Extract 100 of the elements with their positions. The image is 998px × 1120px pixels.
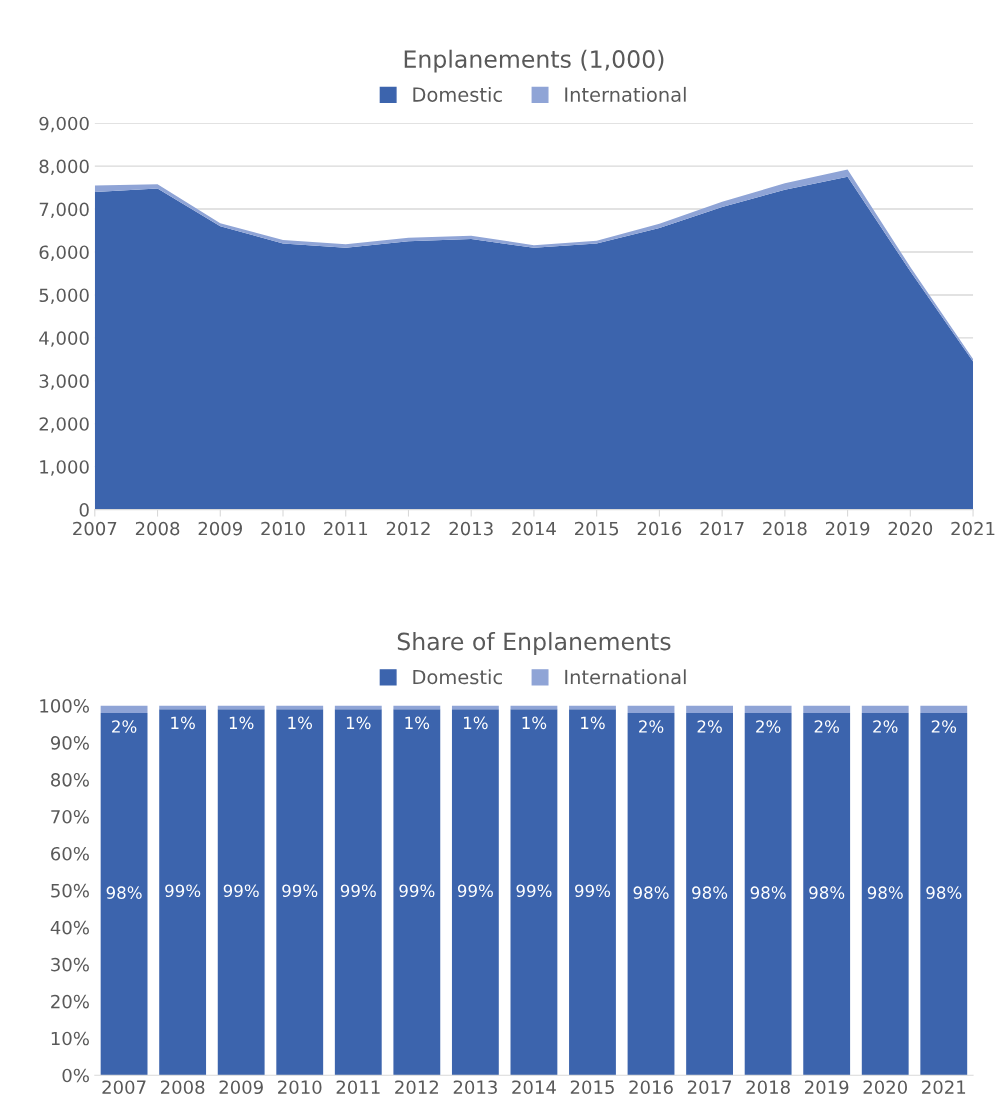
x-tick-label: 2016 — [637, 521, 682, 536]
x-tick-label: 2012 — [395, 1080, 438, 1095]
y-tick-label: 90% — [50, 736, 89, 750]
bar — [920, 705, 968, 713]
y-tick-label: 50% — [51, 883, 89, 898]
y-tick-label: 0 — [79, 503, 89, 517]
x-tick-label: 2007 — [102, 1080, 146, 1095]
y-tick-label: 3,000 — [39, 374, 89, 390]
data-label: 98% — [692, 886, 728, 899]
legend-label: Domestic — [413, 86, 502, 102]
bar — [159, 709, 207, 1076]
data-label: 1% — [463, 716, 488, 730]
data-label: 1% — [522, 716, 547, 730]
data-label: 98% — [750, 886, 786, 899]
data-label: 1% — [229, 716, 254, 730]
y-tick-label: 60% — [51, 846, 89, 861]
y-tick-label: 0% — [62, 1068, 89, 1083]
x-tick-label: 2021 — [922, 1080, 966, 1095]
bar — [744, 705, 792, 713]
bar — [393, 709, 441, 1076]
data-label: 99% — [282, 884, 318, 898]
y-tick-label: 20% — [51, 994, 89, 1009]
legend-label: International — [565, 86, 686, 102]
x-tick-label: 2015 — [570, 1080, 614, 1095]
x-tick-label: 2015 — [575, 521, 619, 536]
x-tick-label: 2016 — [629, 1080, 673, 1095]
data-label: 99% — [516, 884, 552, 898]
y-tick-label: 8,000 — [39, 159, 89, 176]
y-tick-label: 1,000 — [40, 460, 89, 476]
x-tick-label: 2014 — [512, 521, 556, 536]
x-tick-label: 2008 — [135, 521, 180, 536]
x-tick-label: 2009 — [198, 521, 242, 536]
y-tick-label: 9,000 — [39, 116, 89, 133]
x-tick-label: 2021 — [951, 521, 995, 536]
x-tick-label: 2011 — [324, 521, 368, 536]
data-label: 2% — [639, 720, 664, 733]
x-tick-label: 2007 — [73, 521, 117, 536]
data-label: 99% — [457, 884, 493, 898]
x-tick-label: 2013 — [449, 521, 493, 536]
legend-label: International — [565, 669, 686, 685]
bar — [744, 712, 792, 1076]
bar — [803, 712, 851, 1076]
y-tick-label: 2,000 — [39, 417, 89, 433]
data-label: 98% — [926, 886, 962, 899]
x-tick-label: 2020 — [863, 1080, 907, 1095]
bar — [861, 712, 909, 1076]
x-tick-label: 2019 — [825, 521, 870, 536]
legend-label: Domestic — [413, 669, 502, 685]
data-label: 1% — [405, 716, 430, 730]
data-label: 98% — [809, 886, 845, 899]
x-tick-label: 2010 — [278, 1080, 322, 1095]
data-label: 98% — [633, 886, 669, 899]
data-label: 2% — [931, 720, 957, 733]
bar — [217, 709, 265, 1076]
bar — [276, 709, 324, 1076]
data-label: 98% — [106, 886, 142, 899]
bar — [334, 709, 382, 1076]
x-tick-label: 2017 — [687, 1080, 732, 1095]
y-tick-label: 100% — [40, 699, 89, 713]
data-label: 99% — [575, 884, 611, 898]
x-tick-label: 2009 — [219, 1080, 263, 1095]
data-label: 1% — [288, 716, 313, 730]
y-tick-label: 80% — [51, 772, 89, 787]
bar — [451, 709, 499, 1076]
x-tick-label: 2014 — [512, 1080, 556, 1095]
bar — [569, 709, 616, 1076]
data-label: 99% — [399, 884, 435, 898]
bar — [510, 709, 558, 1076]
chart-title: Share of Enplanements — [397, 632, 671, 655]
y-tick-label: 7,000 — [39, 202, 89, 219]
bar — [803, 705, 851, 713]
y-tick-label: 40% — [50, 920, 89, 935]
data-label: 2% — [814, 720, 839, 733]
x-tick-label: 2008 — [160, 1080, 205, 1095]
bar — [100, 705, 148, 713]
data-label: 99% — [165, 884, 201, 898]
y-tick-label: 10% — [51, 1031, 89, 1046]
x-tick-label: 2018 — [746, 1080, 790, 1095]
bar — [100, 712, 148, 1076]
data-label: 2% — [756, 720, 781, 733]
data-label: 2% — [873, 720, 898, 733]
data-label: 2% — [697, 720, 722, 733]
data-label: 1% — [171, 716, 195, 730]
bar — [627, 705, 675, 713]
data-label: 2% — [112, 720, 137, 733]
x-tick-label: 2011 — [336, 1080, 380, 1095]
bar — [861, 705, 909, 713]
x-tick-label: 2017 — [700, 521, 744, 536]
x-tick-label: 2010 — [261, 521, 305, 536]
x-tick-label: 2012 — [386, 521, 430, 536]
data-label: 1% — [581, 716, 605, 730]
x-tick-label: 2019 — [805, 1080, 849, 1095]
y-tick-label: 70% — [51, 809, 89, 824]
y-tick-label: 4,000 — [39, 331, 89, 347]
bar — [686, 712, 733, 1076]
data-label: 99% — [340, 884, 376, 898]
bar — [627, 712, 675, 1076]
data-label: 99% — [223, 884, 259, 898]
data-label: 1% — [346, 716, 371, 730]
x-tick-label: 2020 — [888, 521, 933, 536]
